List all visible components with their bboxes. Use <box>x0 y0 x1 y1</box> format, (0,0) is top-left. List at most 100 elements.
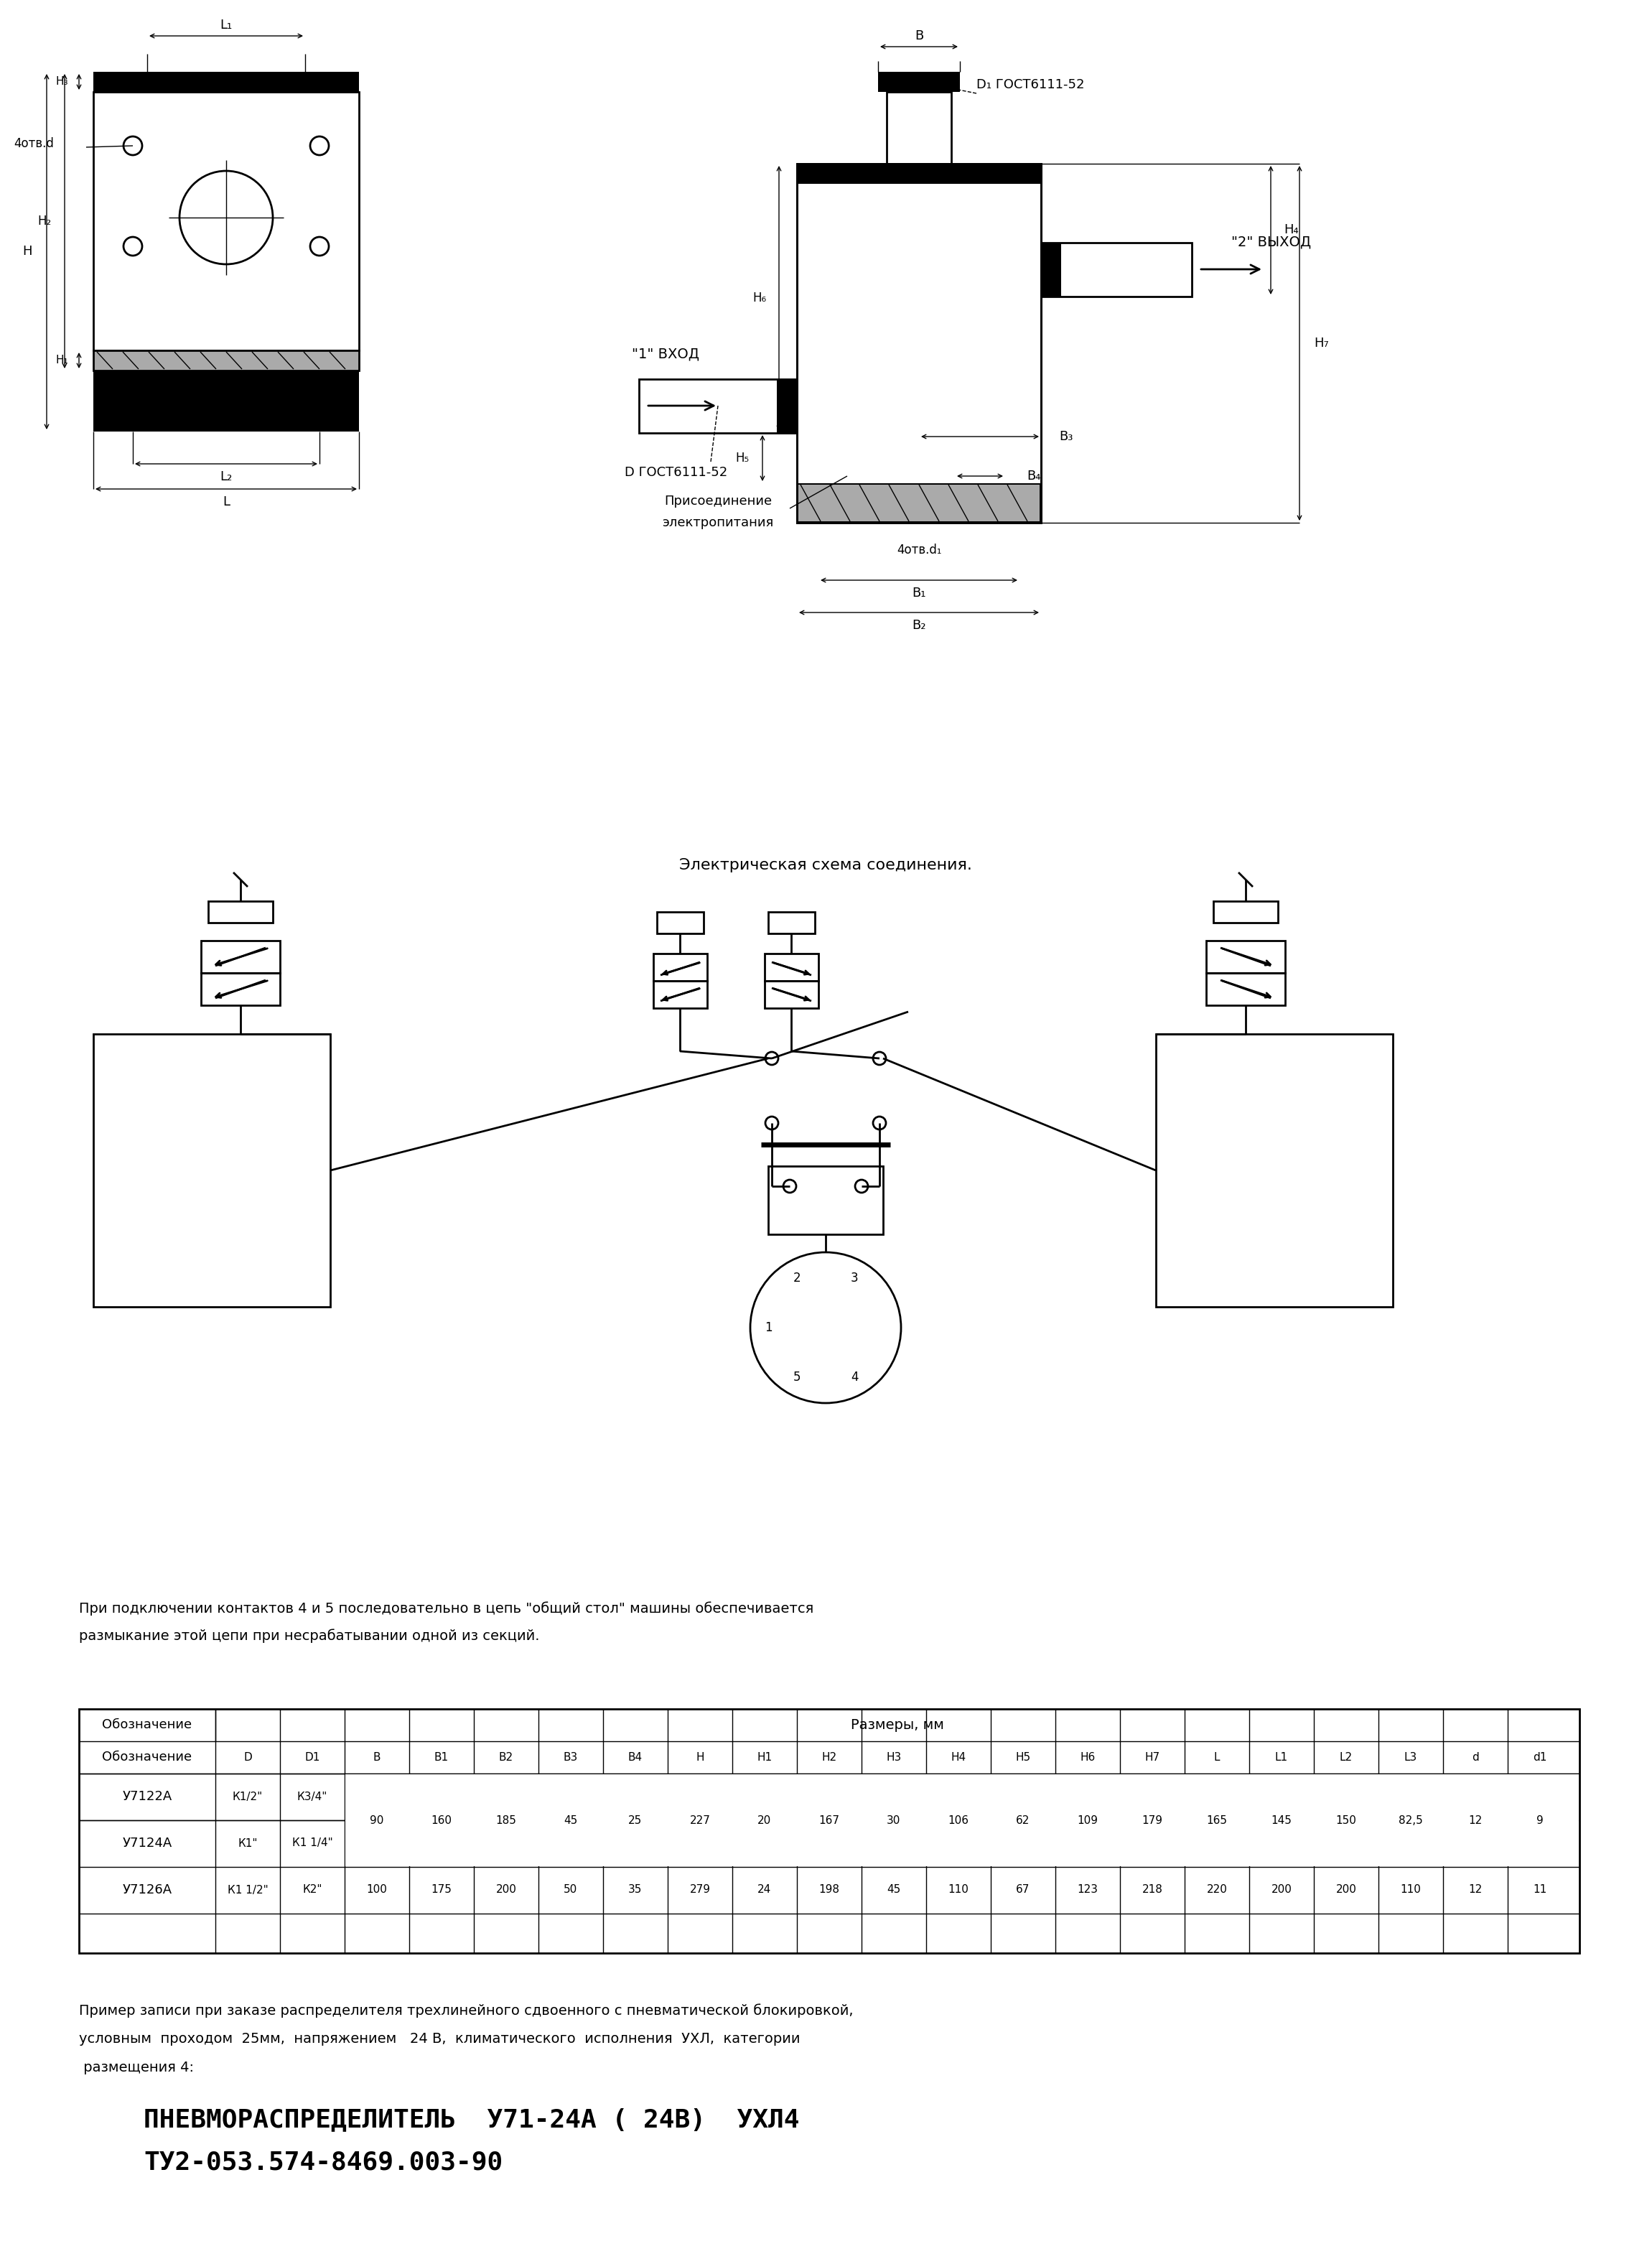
Text: Обозначение: Обозначение <box>102 1718 192 1732</box>
Text: У7122А: У7122А <box>122 1791 172 1802</box>
Bar <box>796 482 1041 523</box>
Bar <box>345 1775 1579 1866</box>
Text: 227: 227 <box>689 1816 710 1825</box>
Text: 110: 110 <box>948 1884 968 1895</box>
Text: B1: B1 <box>434 1752 449 1761</box>
Text: 82,5: 82,5 <box>1399 1816 1422 1825</box>
Bar <box>653 980 707 1007</box>
Text: L2: L2 <box>1340 1752 1353 1761</box>
Text: H: H <box>695 1752 704 1761</box>
Text: L: L <box>1214 1752 1219 1761</box>
Bar <box>796 163 1041 183</box>
Text: 110: 110 <box>1401 1884 1421 1895</box>
Text: К1 1/2": К1 1/2" <box>228 1884 268 1895</box>
Bar <box>93 72 358 93</box>
Text: 150: 150 <box>1336 1816 1356 1825</box>
Text: При подключении контактов 4 и 5 последовательно в цепь "общий стол" машины обесп: При подключении контактов 4 и 5 последов… <box>79 1601 814 1616</box>
Text: 4отв.d₁: 4отв.d₁ <box>897 543 942 557</box>
Text: D: D <box>243 1752 251 1761</box>
Text: 30: 30 <box>887 1816 900 1825</box>
Text: L₃: L₃ <box>220 387 233 401</box>
Text: "2" ВЫХОД: "2" ВЫХОД <box>1231 235 1312 249</box>
Text: H4: H4 <box>952 1752 966 1761</box>
Text: 179: 179 <box>1142 1816 1163 1825</box>
Text: Пример записи при заказе распределителя трехлинейного сдвоенного с пневматическо: Пример записи при заказе распределителя … <box>79 2004 854 2017</box>
Bar <box>93 371 358 432</box>
Bar <box>1206 974 1285 1005</box>
Text: "1" ВХОД: "1" ВХОД <box>631 346 699 360</box>
Text: 50: 50 <box>563 1884 578 1895</box>
Text: B₁: B₁ <box>912 586 927 600</box>
Text: B4: B4 <box>628 1752 643 1761</box>
Text: 12: 12 <box>1469 1816 1482 1825</box>
Text: К1/2": К1/2" <box>233 1791 263 1802</box>
Text: 90: 90 <box>370 1816 383 1825</box>
Text: H7: H7 <box>1145 1752 1160 1761</box>
Text: L3: L3 <box>1404 1752 1417 1761</box>
Text: К3/4": К3/4" <box>297 1791 327 1802</box>
Text: L₁: L₁ <box>220 18 233 32</box>
Bar <box>765 953 818 980</box>
Text: L₂: L₂ <box>220 471 233 482</box>
Text: 24: 24 <box>758 1884 771 1895</box>
Text: 200: 200 <box>1336 1884 1356 1895</box>
Bar <box>93 351 358 371</box>
Text: d1: d1 <box>1533 1752 1546 1761</box>
Text: 4отв.d: 4отв.d <box>13 138 55 149</box>
Text: B: B <box>373 1752 380 1761</box>
Text: 2: 2 <box>793 1272 801 1284</box>
Text: D1: D1 <box>304 1752 320 1761</box>
Text: 220: 220 <box>1206 1884 1227 1895</box>
Text: d: d <box>1472 1752 1479 1761</box>
Bar <box>1206 940 1285 974</box>
Text: 175: 175 <box>431 1884 453 1895</box>
Bar <box>202 940 279 974</box>
Text: H₄: H₄ <box>1284 224 1298 235</box>
Text: B2: B2 <box>499 1752 514 1761</box>
Text: L: L <box>223 496 230 509</box>
Text: 106: 106 <box>948 1816 968 1825</box>
Text: B₄: B₄ <box>1026 469 1041 482</box>
Text: 25: 25 <box>628 1816 643 1825</box>
Text: ТУ2-053.574-8469.003-90: ТУ2-053.574-8469.003-90 <box>144 2151 502 2176</box>
Text: К2": К2" <box>302 1884 322 1895</box>
Text: B: B <box>915 29 923 43</box>
Text: У7126А: У7126А <box>122 1884 172 1897</box>
Text: H₇: H₇ <box>1313 337 1328 349</box>
Text: H: H <box>23 245 33 258</box>
Text: 145: 145 <box>1270 1816 1292 1825</box>
Text: размещения 4:: размещения 4: <box>79 2060 193 2074</box>
Bar <box>776 378 796 432</box>
Text: 67: 67 <box>1016 1884 1031 1895</box>
Text: 200: 200 <box>1270 1884 1292 1895</box>
Bar <box>768 1166 884 1234</box>
Text: 45: 45 <box>887 1884 900 1895</box>
Bar <box>1156 1035 1393 1306</box>
Bar <box>1041 242 1191 297</box>
Text: 4: 4 <box>851 1372 857 1383</box>
Text: H5: H5 <box>1016 1752 1031 1761</box>
Text: 45: 45 <box>563 1816 578 1825</box>
Text: B3: B3 <box>563 1752 578 1761</box>
Text: 3: 3 <box>851 1272 857 1284</box>
Bar <box>639 378 796 432</box>
Text: D ГОСТ6111-52: D ГОСТ6111-52 <box>624 466 727 480</box>
Text: 9: 9 <box>1536 1816 1543 1825</box>
Text: Обозначение: Обозначение <box>102 1750 192 1764</box>
Text: 11: 11 <box>1533 1884 1546 1895</box>
Bar <box>1213 901 1279 924</box>
Bar <box>93 351 358 371</box>
Bar <box>653 953 707 980</box>
Text: 35: 35 <box>628 1884 643 1895</box>
Text: 279: 279 <box>689 1884 710 1895</box>
Text: 5: 5 <box>793 1372 801 1383</box>
Text: H₅: H₅ <box>735 451 750 464</box>
Text: 198: 198 <box>819 1884 839 1895</box>
Text: У7124А: У7124А <box>122 1836 172 1850</box>
Text: 200: 200 <box>496 1884 517 1895</box>
Text: 62: 62 <box>1016 1816 1031 1825</box>
Bar <box>796 163 1041 523</box>
Text: ПНЕВМОРАСПРЕДЕЛИТЕЛЬ  У71-24А ( 24В)  УХЛ4: ПНЕВМОРАСПРЕДЕЛИТЕЛЬ У71-24А ( 24В) УХЛ4 <box>144 2108 800 2133</box>
Text: D₁ ГОСТ6111-52: D₁ ГОСТ6111-52 <box>976 79 1084 91</box>
Text: B₂: B₂ <box>912 618 927 632</box>
